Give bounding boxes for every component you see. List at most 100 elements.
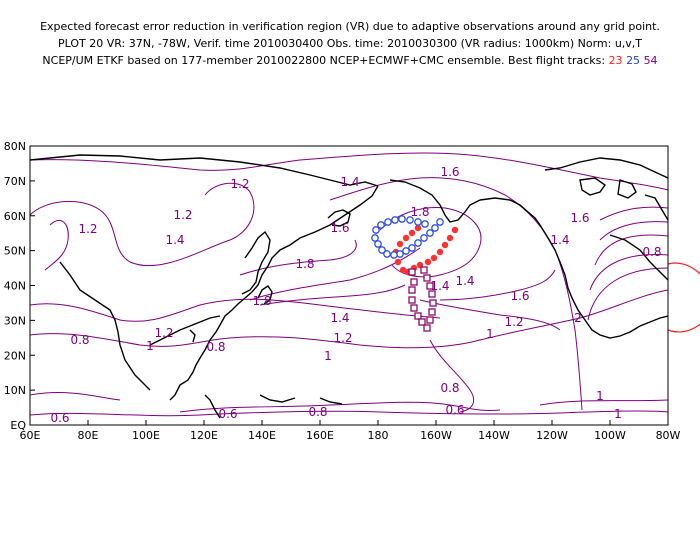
contour-lines xyxy=(30,152,668,417)
lon-label: 140W xyxy=(478,429,510,442)
track-marker xyxy=(426,282,434,290)
lat-label: 20N xyxy=(4,349,26,362)
track-marker xyxy=(436,248,444,256)
track-c-number: 54 xyxy=(643,54,658,67)
contour-label: 1 xyxy=(324,349,332,363)
track-marker xyxy=(374,240,382,248)
contour-label: 1 xyxy=(486,327,494,341)
flight-track-25 xyxy=(371,215,444,259)
lon-label: 80W xyxy=(656,429,681,442)
contour-label: 0.8 xyxy=(308,405,327,419)
lat-label: 10N xyxy=(4,384,26,397)
track-marker xyxy=(394,258,402,266)
track-marker xyxy=(378,246,386,254)
contour-label: 1.2 xyxy=(173,208,192,222)
contour-label: 0.8 xyxy=(70,333,89,347)
contour-label: 0.6 xyxy=(445,403,464,417)
contour-label: 1.8 xyxy=(295,257,314,271)
contour-label: 1.2 xyxy=(78,222,97,236)
track-marker xyxy=(420,266,428,274)
track-marker xyxy=(408,244,416,252)
track-marker xyxy=(408,286,416,294)
contour-label: 1.6 xyxy=(330,221,349,235)
track-marker xyxy=(371,234,379,242)
track-marker xyxy=(406,216,414,224)
track-marker xyxy=(414,239,422,247)
lon-label: 80E xyxy=(78,429,99,442)
axis-ticks xyxy=(29,145,669,426)
lat-label: EQ xyxy=(10,419,26,432)
latitude-labels: EQ 10N 20N 30N 40N 50N 60N 70N 80N xyxy=(4,140,27,432)
lat-label: 50N xyxy=(4,245,26,258)
track-marker xyxy=(426,229,434,237)
lon-label: 60E xyxy=(20,429,41,442)
track-marker xyxy=(402,234,410,242)
coastlines xyxy=(30,154,668,419)
track-marker xyxy=(399,266,407,274)
track-marker xyxy=(428,308,436,316)
lon-label: 100E xyxy=(132,429,160,442)
contour-label: 1.2 xyxy=(333,331,352,345)
track-b-number: 25 xyxy=(626,54,641,67)
lat-label: 40N xyxy=(4,280,26,293)
lat-label: 60N xyxy=(4,210,26,223)
lon-label: 120E xyxy=(190,429,218,442)
track-marker xyxy=(402,247,410,255)
track-marker xyxy=(396,250,404,258)
contour-label: 1.2 xyxy=(504,315,523,329)
track-marker xyxy=(424,258,432,266)
contour-label: 1 xyxy=(614,407,622,421)
track-marker xyxy=(423,324,431,332)
contour-label: 1.8 xyxy=(252,294,271,308)
lon-label: 120W xyxy=(536,429,568,442)
contour-label: 0.8 xyxy=(642,245,661,259)
contour-label: 1.4 xyxy=(340,175,359,189)
title-line-2: PLOT 20 VR: 37N, -78W, Verif. time 20100… xyxy=(57,37,643,50)
title-line-3: NCEP/UM ETKF based on 177-member 2010022… xyxy=(0,54,700,67)
contour-label: 1.2 xyxy=(230,177,249,191)
contour-label: 1.6 xyxy=(570,211,589,225)
contour-label: 1.2 xyxy=(154,326,173,340)
lon-label: 160W xyxy=(420,429,452,442)
contour-label: 2 xyxy=(574,311,582,325)
track-marker xyxy=(426,316,434,324)
track-marker xyxy=(408,268,416,276)
contour-label: 1.6 xyxy=(440,165,459,179)
contour-label: 1 xyxy=(146,339,154,353)
flight-track-54 xyxy=(408,266,437,332)
track-marker xyxy=(431,224,439,232)
track-marker xyxy=(391,216,399,224)
track-marker xyxy=(429,299,437,307)
lon-label: 180 xyxy=(368,429,389,442)
contour-label: 0.6 xyxy=(218,407,237,421)
track-marker xyxy=(418,318,426,326)
track-marker xyxy=(408,296,416,304)
lon-label: 140E xyxy=(248,429,276,442)
title-line-1: Expected forecast error reduction in ver… xyxy=(40,20,660,33)
track-marker xyxy=(423,274,431,282)
track-marker xyxy=(410,278,418,286)
lat-label: 70N xyxy=(4,175,26,188)
track-marker xyxy=(384,218,392,226)
track-marker xyxy=(430,254,438,262)
track-marker xyxy=(377,221,385,229)
contour-label: 1 xyxy=(596,389,604,403)
track-marker xyxy=(398,215,406,223)
verification-region xyxy=(667,262,700,333)
track-marker xyxy=(428,290,436,298)
lat-label: 80N xyxy=(4,140,26,153)
track-marker xyxy=(446,234,454,242)
track-marker xyxy=(421,220,429,228)
track-marker xyxy=(414,312,422,320)
track-marker xyxy=(436,218,444,226)
track-marker xyxy=(414,218,422,226)
contour-label: 1.4 xyxy=(455,274,474,288)
contour-label: 1.8 xyxy=(410,205,429,219)
longitude-labels: 60E 80E 100E 120E 140E 160E 180 160W 140W 120W 100… xyxy=(20,429,681,442)
contour-label: 0.6 xyxy=(50,411,69,425)
contour-labels: 1.21.21.41.61.41.81.61.21.41.81.8 1.61.4 1… xyxy=(50,165,661,425)
title-line-3-text: NCEP/UM ETKF based on 177-member 2010022… xyxy=(42,54,609,67)
track-marker xyxy=(396,240,404,248)
track-marker xyxy=(420,234,428,242)
